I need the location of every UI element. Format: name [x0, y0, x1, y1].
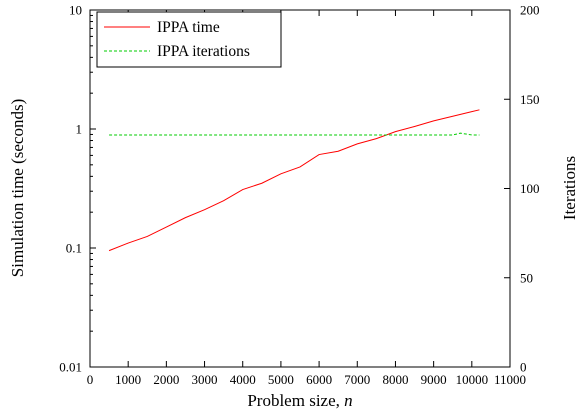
series-layer [108, 109, 480, 252]
right-y-axis-title: Iterations [560, 156, 579, 220]
x-tick-label: 3000 [192, 372, 218, 387]
left-y-tick-label: 0.01 [59, 360, 82, 375]
x-tick-label: 5000 [268, 372, 294, 387]
x-tick-label: 6000 [306, 372, 332, 387]
x-tick-label: 4000 [230, 372, 256, 387]
x-tick-label: 10000 [456, 372, 489, 387]
x-tick-label: 7000 [344, 372, 370, 387]
right-y-tick-label: 50 [520, 270, 533, 285]
legend-label-ippa-iterations: IPPA iterations [157, 43, 250, 60]
x-tick-label: 11000 [494, 372, 526, 387]
right-y-tick-label: 0 [520, 360, 527, 375]
series-line-ippa-time [108, 109, 480, 252]
x-axis-title: Problem size, n [247, 391, 352, 410]
left-y-tick-label: 0.1 [66, 241, 82, 256]
x-tick-label: 8000 [382, 372, 408, 387]
legend-label-ippa-time: IPPA time [157, 19, 220, 36]
right-y-axis-ticks: 0 50 100 150 200 [504, 3, 540, 375]
x-tick-label: 1000 [115, 372, 141, 387]
series-line-ippa-iterations [109, 132, 480, 136]
right-y-tick-label: 200 [520, 3, 540, 18]
x-tick-label: 2000 [153, 372, 179, 387]
x-tick-label: 0 [87, 372, 94, 387]
right-y-tick-label: 100 [520, 181, 540, 196]
legend: IPPA time IPPA iterations [96, 11, 282, 68]
x-axis-ticks: 0 1000 2000 3000 4000 5000 6000 7000 8000 9000 100… [87, 10, 526, 387]
left-y-axis-ticks: 0.01 0.1 1 10 [59, 3, 96, 375]
left-y-axis-title: Simulation time (seconds) [8, 99, 27, 277]
left-y-tick-label: 10 [69, 3, 82, 18]
right-y-tick-label: 150 [520, 92, 540, 107]
left-y-tick-label: 1 [76, 122, 83, 137]
legend-box [96, 11, 282, 68]
x-tick-label: 9000 [421, 372, 447, 387]
